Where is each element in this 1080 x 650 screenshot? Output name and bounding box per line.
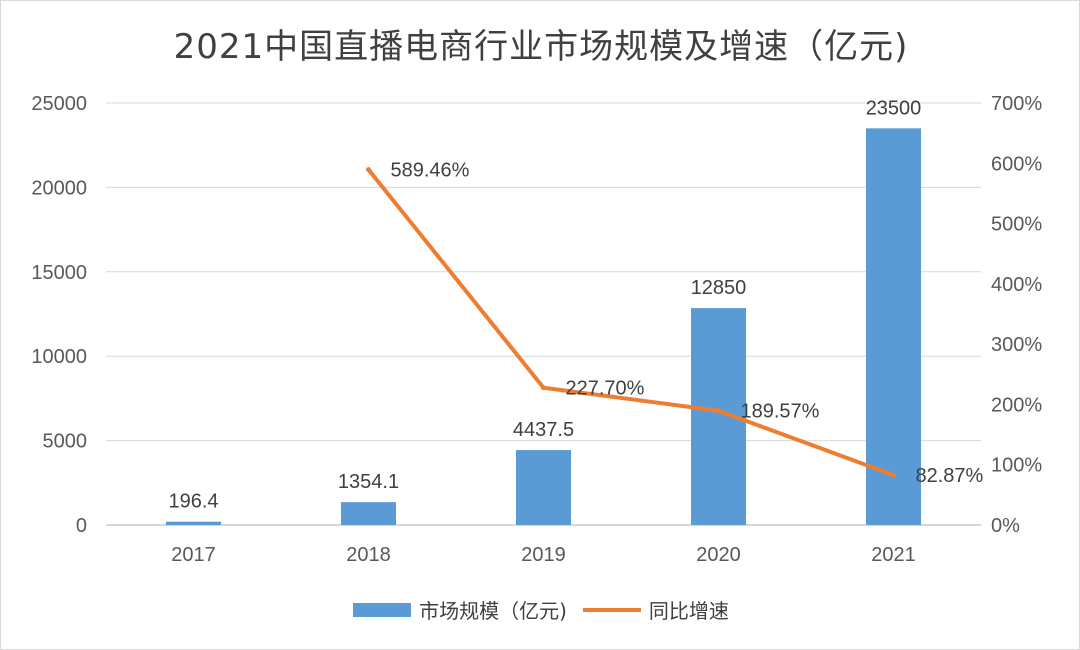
y-left-tick-label: 5000 [43,431,88,453]
legend-label-market-size: 市场规模（亿元) [419,599,567,623]
y-left-tick-label: 10000 [31,346,87,368]
x-tick-label: 2018 [346,544,391,566]
line-data-label: 189.57% [741,401,820,423]
legend-swatch-bar [353,602,412,617]
line-point [716,408,721,414]
line-point [366,167,371,173]
y-left-tick-label: 15000 [31,262,87,284]
bar-data-label: 12850 [691,277,747,299]
bar-data-label: 1354.1 [338,471,399,493]
x-tick-label: 2021 [871,544,916,566]
legend-item-growth-rate: 同比增速 [582,595,729,624]
line-data-label: 227.70% [566,378,645,400]
y-left-tick-label: 0 [76,515,87,537]
bar [516,450,571,525]
bar-data-label: 196.4 [168,491,218,513]
bar [866,128,921,525]
bar [166,521,221,525]
legend-item-market-size: 市场规模（亿元) [353,595,567,624]
x-tick-label: 2017 [171,544,216,566]
y-right-tick-label: 700% [991,93,1042,115]
y-right-tick-label: 0% [991,515,1020,537]
y-left-tick-label: 20000 [31,177,87,199]
x-tick-label: 2019 [521,544,566,566]
y-right-tick-label: 500% [991,214,1042,236]
y-right-tick-label: 300% [991,334,1042,356]
y-right-tick-label: 200% [991,394,1042,416]
y-left-tick-label: 25000 [31,93,87,115]
line-point [541,385,546,391]
y-right-tick-label: 600% [991,153,1042,175]
chart-title: 2021中国直播电商行业市场规模及增速（亿元) [173,27,909,67]
line-series [366,167,896,478]
bar-data-label: 23500 [866,97,922,119]
line-data-label: 589.46% [391,160,470,182]
x-tick-label: 2020 [696,544,741,566]
bar-data-label: 4437.5 [513,419,574,441]
y-right-tick-label: 100% [991,455,1042,477]
line-point [891,472,896,478]
y-right-tick-label: 400% [991,274,1042,296]
legend-label-growth-rate: 同比增速 [648,599,729,623]
bar [341,502,396,525]
legend-swatch-line [582,607,641,612]
line-data-label: 82.87% [916,465,984,487]
chart-legend: 市场规模（亿元) 同比增速 [1,595,1079,624]
